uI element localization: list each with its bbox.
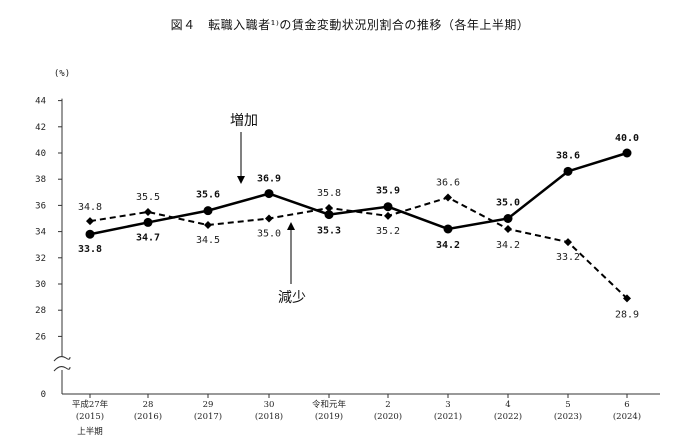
data-point-decrease [325,204,333,213]
x-tick-label: 6 [624,400,629,410]
x-tick-label: 30 [264,400,275,410]
data-label-increase: 34.2 [436,240,460,251]
data-point-increase [622,148,632,158]
x-tick-label: (2017) [194,411,222,422]
data-point-decrease [384,211,392,220]
data-label-increase: 35.9 [376,186,400,197]
x-tick-label: 4 [505,400,510,410]
series-line-increase [89,151,628,236]
data-label-increase: 36.9 [257,174,281,185]
data-label-decrease: 28.9 [615,309,639,320]
y-tick-label: 40 [35,149,46,159]
x-tick-label: (2016) [134,411,162,422]
data-point-increase [85,229,95,239]
data-point-increase [443,224,453,234]
data-point-decrease [564,238,572,247]
data-point-increase [264,189,274,199]
data-point-decrease [86,217,94,226]
x-tick-label: (2019) [315,411,343,422]
series-label-decrease: 減少 [278,289,306,306]
data-label-decrease: 33.2 [556,252,580,263]
y-axis-unit-label: (%) [54,69,70,79]
series-line-decrease [89,196,628,300]
x-tick-label: 28 [143,400,154,410]
data-point-increase [563,166,573,176]
data-point-decrease [144,207,152,216]
axis-break-mark [53,366,71,372]
x-tick-label: 3 [445,400,450,410]
data-point-increase [143,217,153,227]
data-label-decrease: 34.8 [78,202,102,213]
x-tick-label: 令和元年 [312,399,347,410]
data-label-decrease: 35.8 [317,188,341,199]
x-tick-label: 上半期 [77,426,103,437]
data-point-decrease [204,221,212,230]
y-tick-label: 34 [35,228,46,238]
data-label-increase: 40.0 [615,133,639,144]
data-label-decrease: 36.6 [436,178,460,189]
data-label-increase: 35.6 [196,190,220,201]
data-point-increase [203,206,213,216]
data-point-decrease [265,214,273,223]
data-point-decrease [504,224,512,233]
data-label-decrease: 35.5 [136,192,160,203]
data-label-increase: 34.7 [136,232,160,243]
data-label-decrease: 34.2 [496,240,520,251]
series-label-increase: 増加 [230,113,258,129]
x-tick-label: (2021) [434,411,462,422]
x-tick-label: (2022) [494,411,522,422]
x-tick-label: (2023) [554,411,582,422]
data-point-increase [383,202,393,212]
y-tick-label: 32 [35,254,46,264]
y-tick-label: 28 [35,306,46,316]
x-tick-label: (2020) [374,411,402,422]
data-label-decrease: 35.2 [376,226,400,237]
data-label-increase: 38.6 [556,150,580,161]
chart-title: 図４ 転職入職者¹⁾の賃金変動状況別割合の推移（各年上半期） [170,18,530,32]
annotation-arrowhead [287,222,295,230]
x-tick-label: (2024) [613,411,641,422]
axis-break-mark [53,356,71,362]
y-tick-label: 44 [35,97,46,107]
x-tick-label: 29 [203,400,214,410]
data-label-decrease: 35.0 [257,229,281,240]
y-tick-label: 38 [35,175,46,185]
x-tick-label: 平成27年 [72,399,109,410]
annotation-arrowhead [237,176,245,184]
y-tick-label: 42 [35,123,46,133]
data-point-increase [503,214,513,223]
y-tick-label: 30 [35,280,46,290]
data-point-increase [324,210,334,220]
x-tick-label: 2 [385,400,390,410]
data-point-decrease [444,193,452,202]
data-point-decrease [623,294,631,303]
data-label-increase: 35.3 [317,226,341,237]
y-tick-label: 0 [41,390,46,400]
data-label-decrease: 34.5 [196,235,220,246]
x-tick-label: (2015) [76,411,104,422]
y-tick-label: 36 [35,201,46,211]
data-label-increase: 35.0 [496,198,520,209]
x-tick-label: (2018) [255,411,283,422]
x-tick-label: 5 [565,400,570,410]
data-label-increase: 33.8 [78,244,102,255]
y-tick-label: 26 [35,332,46,342]
